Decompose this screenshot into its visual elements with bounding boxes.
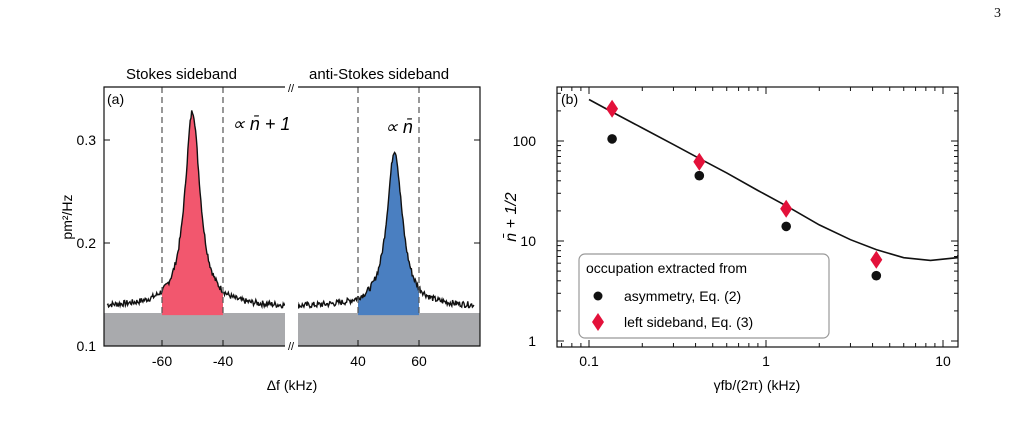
panel-b-points xyxy=(606,99,883,281)
legend-marker-left-sideband xyxy=(592,313,604,331)
legend-box xyxy=(578,253,830,339)
y-tick-label: 0.3 xyxy=(77,132,97,148)
panel-a-label: (a) xyxy=(107,91,124,107)
x-tick-label: -60 xyxy=(152,353,172,369)
x-tick-label: 60 xyxy=(411,353,427,369)
left-sideband-point xyxy=(780,199,793,218)
x-axis-label: γfb/(2π) (kHz) xyxy=(714,377,801,393)
panel-a: // // 0.1 0.2 0.3 -60 -40 40 60 Δf (kHz)… xyxy=(59,66,481,393)
annotation-stokes: ∝ n̄ + 1 xyxy=(232,114,290,134)
background-fill-right xyxy=(298,313,480,346)
legend-entry-left-sideband: left sideband, Eq. (3) xyxy=(624,314,753,330)
left-sideband-point xyxy=(870,250,883,269)
anti-stokes-fill xyxy=(358,152,419,316)
y-tick-label: 10 xyxy=(520,233,536,249)
panel-b: 1 10 100 0.1 1 10 γfb/(2π) (kHz) n̄ + 1/… xyxy=(503,86,959,393)
x-tick-label: 1 xyxy=(762,353,770,369)
legend-title: occupation extracted from xyxy=(586,260,747,276)
anti-stokes-trace xyxy=(293,151,475,310)
left-sideband-point xyxy=(606,99,619,118)
anti-stokes-title: anti-Stokes sideband xyxy=(309,66,449,83)
page-number: 3 xyxy=(994,6,1001,21)
axis-break-gap xyxy=(285,80,298,352)
panel-b-label: (b) xyxy=(561,91,578,107)
x-tick-label: -40 xyxy=(213,353,233,369)
y-axis-label: pm²/Hz xyxy=(59,194,75,239)
left-sideband-point xyxy=(693,152,706,171)
stokes-fill xyxy=(162,110,223,316)
annotation-anti-stokes: ∝ n̄ xyxy=(385,117,413,137)
stokes-trace xyxy=(106,110,288,311)
asymmetry-point xyxy=(871,270,882,281)
x-tick-label: 0.1 xyxy=(579,353,599,369)
legend: occupation extracted from asymmetry, Eq.… xyxy=(578,253,830,339)
theory-curve xyxy=(588,98,959,262)
background-fill-left xyxy=(104,313,285,346)
y-tick-label: 0.1 xyxy=(77,338,97,354)
frame-right xyxy=(298,86,481,347)
legend-marker-asymmetry xyxy=(593,291,603,301)
break-mark-bottom: // xyxy=(288,341,295,353)
asymmetry-point xyxy=(607,134,617,144)
y-tick-label: 1 xyxy=(528,333,536,349)
frame-left xyxy=(103,86,285,347)
panel-b-ticks xyxy=(557,87,958,347)
y-axis-label: n̄ + 1/2 xyxy=(503,192,520,241)
x-axis-label: Δf (kHz) xyxy=(267,377,318,393)
break-mark-top: // xyxy=(288,83,295,95)
figure: // // 0.1 0.2 0.3 -60 -40 40 60 Δf (kHz)… xyxy=(59,66,959,393)
asymmetry-point xyxy=(694,170,705,181)
y-tick-label: 0.2 xyxy=(77,235,97,251)
asymmetry-point xyxy=(781,221,791,232)
legend-entry-asymmetry: asymmetry, Eq. (2) xyxy=(624,288,741,304)
x-tick-label: 40 xyxy=(350,353,366,369)
y-tick-label: 100 xyxy=(513,133,537,149)
stokes-title: Stokes sideband xyxy=(126,66,237,83)
x-tick-label: 10 xyxy=(935,353,951,369)
